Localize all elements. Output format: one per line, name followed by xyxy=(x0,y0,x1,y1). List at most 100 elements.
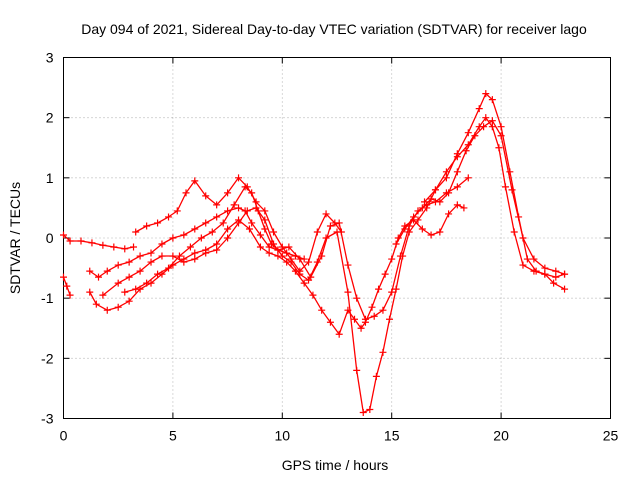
data-point-marker xyxy=(256,243,264,251)
data-point-marker xyxy=(488,123,496,131)
data-point-marker xyxy=(550,279,558,287)
data-point-marker xyxy=(60,231,67,239)
data-point-marker xyxy=(270,228,278,236)
data-point-marker xyxy=(445,189,453,197)
data-point-marker xyxy=(248,219,256,227)
data-point-marker xyxy=(379,306,387,314)
x-tick-label: 25 xyxy=(603,428,619,444)
data-point-marker xyxy=(335,219,343,227)
data-point-marker xyxy=(401,225,409,233)
data-point-marker xyxy=(103,306,111,314)
data-point-marker xyxy=(274,246,282,254)
data-point-marker xyxy=(165,264,173,272)
data-point-marker xyxy=(480,123,488,131)
data-point-marker xyxy=(552,267,560,275)
data-point-marker xyxy=(248,189,256,197)
data-point-marker xyxy=(154,219,162,227)
data-point-marker xyxy=(305,258,313,266)
data-point-marker xyxy=(243,207,251,215)
data-point-marker xyxy=(462,147,470,155)
data-point-marker xyxy=(300,279,308,287)
data-point-marker xyxy=(344,261,352,269)
data-point-marker xyxy=(561,285,569,293)
y-tick-label: -2 xyxy=(41,350,54,366)
data-point-marker xyxy=(357,324,365,332)
data-point-marker xyxy=(436,228,444,236)
data-point-marker xyxy=(414,216,422,224)
data-point-marker xyxy=(66,237,74,245)
data-point-marker xyxy=(453,183,461,191)
data-point-marker xyxy=(333,228,341,236)
data-point-marker xyxy=(230,201,238,209)
data-point-marker xyxy=(375,285,383,293)
data-point-marker xyxy=(453,168,461,176)
series-track-4 xyxy=(86,174,472,323)
data-point-marker xyxy=(219,219,227,227)
data-point-marker xyxy=(482,114,490,122)
data-point-marker xyxy=(552,273,560,281)
data-point-marker xyxy=(344,288,352,296)
data-point-marker xyxy=(291,252,299,260)
data-point-marker xyxy=(381,270,389,278)
data-point-marker xyxy=(309,291,317,299)
data-point-marker xyxy=(169,252,177,260)
data-point-marker xyxy=(436,198,444,206)
data-point-marker xyxy=(519,234,527,242)
data-point-marker xyxy=(442,174,450,182)
data-point-marker xyxy=(143,222,151,230)
data-series xyxy=(60,90,569,416)
data-point-marker xyxy=(370,312,378,320)
data-point-marker xyxy=(103,267,111,275)
y-axis-label: SDTVAR / TECUs xyxy=(7,182,23,294)
data-point-marker xyxy=(114,303,122,311)
data-point-marker xyxy=(388,255,396,263)
data-point-marker xyxy=(318,306,326,314)
data-point-marker xyxy=(506,168,514,176)
x-axis-label: GPS time / hours xyxy=(282,457,389,473)
data-point-marker xyxy=(213,240,221,248)
data-point-marker xyxy=(313,258,321,266)
series-trace xyxy=(62,234,135,250)
data-point-marker xyxy=(224,189,232,197)
y-tick-label: 3 xyxy=(46,50,54,66)
data-point-marker xyxy=(300,255,308,263)
data-point-marker xyxy=(322,234,330,242)
data-point-marker xyxy=(147,249,155,257)
series-track-8 xyxy=(121,183,308,296)
data-point-marker xyxy=(99,291,107,299)
x-tick-label: 0 xyxy=(60,428,68,444)
data-point-marker xyxy=(173,207,181,215)
data-point-marker xyxy=(326,222,334,230)
data-point-marker xyxy=(213,246,221,254)
data-point-marker xyxy=(114,279,122,287)
y-tick-label: 1 xyxy=(46,170,54,186)
data-point-marker xyxy=(561,270,569,278)
data-point-marker xyxy=(235,174,243,182)
data-point-marker xyxy=(388,288,396,296)
series-trace xyxy=(89,177,469,320)
data-point-marker xyxy=(283,249,291,257)
data-point-marker xyxy=(379,348,387,356)
data-point-marker xyxy=(326,318,334,326)
data-point-marker xyxy=(359,408,367,416)
data-point-marker xyxy=(125,297,133,305)
x-tick-label: 15 xyxy=(384,428,400,444)
data-point-marker xyxy=(421,198,429,206)
data-point-marker xyxy=(296,270,304,278)
data-point-marker xyxy=(475,105,483,113)
data-point-marker xyxy=(453,201,461,209)
data-point-marker xyxy=(353,366,361,374)
y-tick-label: 2 xyxy=(46,110,54,126)
data-point-marker xyxy=(501,183,509,191)
data-point-marker xyxy=(510,228,518,236)
data-point-marker xyxy=(130,243,138,251)
data-point-marker xyxy=(392,240,400,248)
data-point-marker xyxy=(63,282,71,290)
data-point-marker xyxy=(471,132,479,140)
chart-title: Day 094 of 2021, Sidereal Day-to-day VTE… xyxy=(81,21,587,37)
grid-lines xyxy=(63,57,611,419)
data-point-marker xyxy=(427,195,435,203)
data-point-marker xyxy=(351,315,359,323)
data-point-marker xyxy=(261,207,269,215)
